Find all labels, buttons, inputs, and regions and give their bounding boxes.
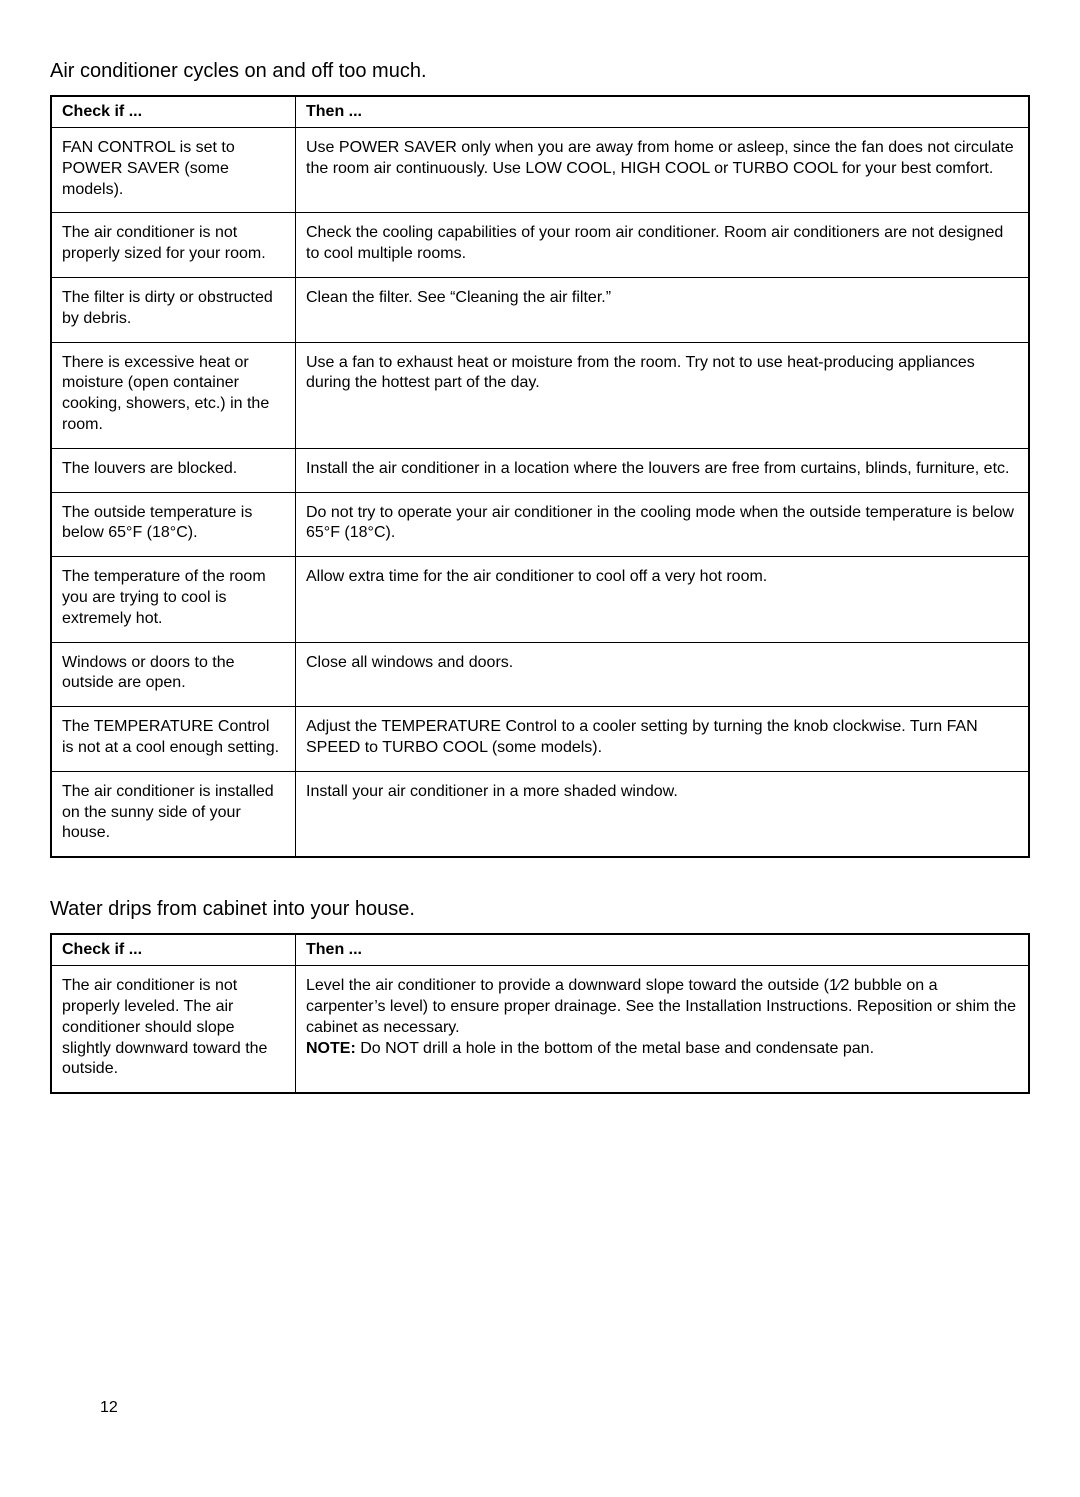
cell-check: The temperature of the room you are tryi… [51,557,296,642]
table-header-row: Check if ... Then ... [51,96,1029,128]
table-header-row: Check if ... Then ... [51,934,1029,966]
cell-then: Clean the filter. See “Cleaning the air … [296,277,1030,342]
cell-then: Install your air conditioner in a more s… [296,771,1030,857]
cell-then: Close all windows and doors. [296,642,1030,707]
cell-then-text: Level the air conditioner to provide a d… [306,977,1016,1036]
section-title: Water drips from cabinet into your house… [50,898,1030,921]
cell-check: The louvers are blocked. [51,448,296,492]
cell-check: The outside temperature is below 65°F (1… [51,492,296,557]
cell-check: The air conditioner is not properly leve… [51,966,296,1093]
troubleshoot-table-cycles: Check if ... Then ... FAN CONTROL is set… [50,95,1030,858]
table-row: FAN CONTROL is set to POWER SAVER (some … [51,128,1029,213]
cell-then: Level the air conditioner to provide a d… [296,966,1030,1093]
table-row: The air conditioner is not properly size… [51,213,1029,278]
table-row: There is excessive heat or moisture (ope… [51,342,1029,448]
cell-then: Do not try to operate your air condition… [296,492,1030,557]
cell-then: Install the air conditioner in a locatio… [296,448,1030,492]
header-check: Check if ... [51,96,296,128]
header-then: Then ... [296,934,1030,966]
page-number: 12 [100,1399,118,1417]
cell-check: The air conditioner is installed on the … [51,771,296,857]
cell-check: The filter is dirty or obstructed by deb… [51,277,296,342]
cell-check: There is excessive heat or moisture (ope… [51,342,296,448]
cell-then: Allow extra time for the air conditioner… [296,557,1030,642]
table-row: The air conditioner is not properly leve… [51,966,1029,1093]
section-title: Air conditioner cycles on and off too mu… [50,60,1030,83]
table-row: The temperature of the room you are tryi… [51,557,1029,642]
cell-then: Adjust the TEMPERATURE Control to a cool… [296,707,1030,772]
table-row: The louvers are blocked. Install the air… [51,448,1029,492]
cell-then: Use POWER SAVER only when you are away f… [296,128,1030,213]
cell-check: The air conditioner is not properly size… [51,213,296,278]
note-text: Do NOT drill a hole in the bottom of the… [356,1040,874,1057]
table-row: The filter is dirty or obstructed by deb… [51,277,1029,342]
troubleshoot-table-water-drips: Check if ... Then ... The air conditione… [50,933,1030,1094]
cell-then: Use a fan to exhaust heat or moisture fr… [296,342,1030,448]
note-label: NOTE: [306,1040,356,1057]
table-row: The outside temperature is below 65°F (1… [51,492,1029,557]
table-row: Windows or doors to the outside are open… [51,642,1029,707]
cell-check: FAN CONTROL is set to POWER SAVER (some … [51,128,296,213]
cell-then: Check the cooling capabilities of your r… [296,213,1030,278]
header-then: Then ... [296,96,1030,128]
table-row: The air conditioner is installed on the … [51,771,1029,857]
cell-check: The TEMPERATURE Control is not at a cool… [51,707,296,772]
cell-check: Windows or doors to the outside are open… [51,642,296,707]
header-check: Check if ... [51,934,296,966]
table-row: The TEMPERATURE Control is not at a cool… [51,707,1029,772]
